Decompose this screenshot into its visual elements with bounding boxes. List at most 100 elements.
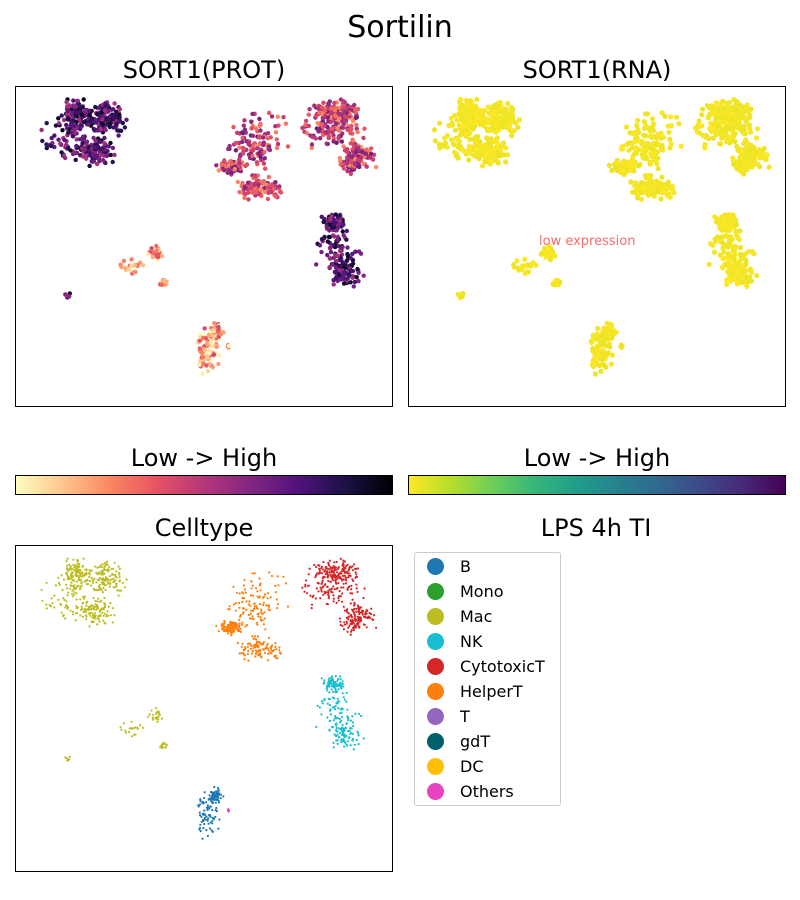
scatter-point <box>339 681 342 684</box>
scatter-point <box>354 576 357 579</box>
scatter-point <box>201 800 204 804</box>
scatter-point <box>69 566 72 569</box>
scatter-point <box>351 715 354 718</box>
scatter-point <box>102 140 107 146</box>
scatter-point <box>75 605 78 608</box>
scatter-point <box>275 114 280 119</box>
scatter-point <box>217 827 220 830</box>
scatter-point <box>502 112 508 118</box>
scatter-point <box>334 689 337 692</box>
scatter-point <box>329 566 332 569</box>
scatter-point <box>77 570 80 573</box>
scatter-point <box>255 146 260 151</box>
scatter-point <box>331 282 336 287</box>
scatter-point <box>466 143 472 149</box>
scatter-point <box>226 343 232 349</box>
scatter-point <box>327 589 330 592</box>
scatter-point <box>346 156 351 161</box>
scatter-point <box>370 613 373 616</box>
scatter-point <box>725 244 731 250</box>
scatter-point <box>335 735 338 738</box>
scatter-point <box>237 624 241 627</box>
scatter-point <box>336 717 339 720</box>
scatter-point <box>122 125 128 130</box>
scatter-point <box>323 679 326 682</box>
scatter-point <box>84 156 89 161</box>
scatter-point <box>97 597 100 600</box>
scatter-point <box>161 279 167 284</box>
scatter-point <box>641 119 647 125</box>
scatter-point <box>123 265 128 271</box>
scatter-point <box>353 743 356 746</box>
scatter-point <box>494 140 500 146</box>
scatter-point <box>104 562 107 565</box>
scatter-point <box>60 611 63 614</box>
scatter-point <box>664 186 670 192</box>
scatter-point <box>327 561 330 564</box>
scatter-point <box>72 579 75 582</box>
scatter-point <box>322 568 325 571</box>
scatter-point <box>356 567 360 570</box>
scatter-point <box>552 282 558 288</box>
scatter-point <box>94 120 99 125</box>
scatter-point <box>199 829 202 833</box>
scatter-point <box>94 599 97 603</box>
scatter-point <box>237 160 242 166</box>
scatter-point <box>335 578 338 581</box>
scatter-point <box>249 126 254 131</box>
scatter-point <box>67 606 70 609</box>
scatter-point <box>241 621 244 624</box>
scatter-point <box>246 645 249 648</box>
scatter-point <box>718 115 724 121</box>
scatter-point <box>337 567 340 570</box>
scatter-point <box>214 815 217 819</box>
scatter-point <box>343 574 346 577</box>
scatter-point <box>98 139 103 144</box>
scatter-point <box>88 612 92 615</box>
legend-label: Mac <box>460 606 493 626</box>
scatter-point <box>74 619 77 622</box>
scatter-point <box>68 755 71 758</box>
scatter-point <box>728 135 735 141</box>
scatter-point <box>352 724 355 728</box>
scatter-point <box>123 586 126 589</box>
scatter-point <box>710 135 716 141</box>
scatter-point <box>332 585 335 588</box>
scatter-point <box>332 741 335 744</box>
scatter-point <box>350 275 355 280</box>
scatter-point <box>325 239 330 244</box>
scatter-point <box>118 576 121 579</box>
scatter-point <box>65 567 68 570</box>
scatter-point <box>346 740 349 743</box>
scatter-point <box>345 127 350 133</box>
scatter-point <box>240 652 243 655</box>
scatter-point <box>318 706 321 709</box>
scatter-point <box>342 109 347 114</box>
scatter-point <box>728 253 734 259</box>
scatter-point <box>718 239 724 245</box>
scatter-point <box>638 196 645 202</box>
scatter-point <box>159 282 165 287</box>
scatter-point <box>320 115 326 121</box>
scatter-point <box>751 251 757 257</box>
scatter-point <box>236 591 239 594</box>
scatter-point <box>761 151 767 157</box>
scatter-point <box>658 184 664 190</box>
scatter-point <box>243 658 246 661</box>
rna-colorbar <box>408 475 786 495</box>
scatter-point <box>97 105 102 110</box>
scatter-point <box>94 603 97 606</box>
scatter-point <box>315 587 318 590</box>
scatter-point <box>347 737 350 740</box>
scatter-point <box>82 119 87 125</box>
scatter-point <box>157 718 160 721</box>
scatter-point <box>81 97 86 102</box>
scatter-point <box>58 581 61 585</box>
scatter-point <box>254 638 258 641</box>
scatter-point <box>338 727 341 730</box>
scatter-point <box>234 602 237 605</box>
scatter-point <box>102 108 108 113</box>
scatter-point <box>218 818 221 821</box>
scatter-point <box>373 164 379 170</box>
scatter-point <box>202 347 207 353</box>
